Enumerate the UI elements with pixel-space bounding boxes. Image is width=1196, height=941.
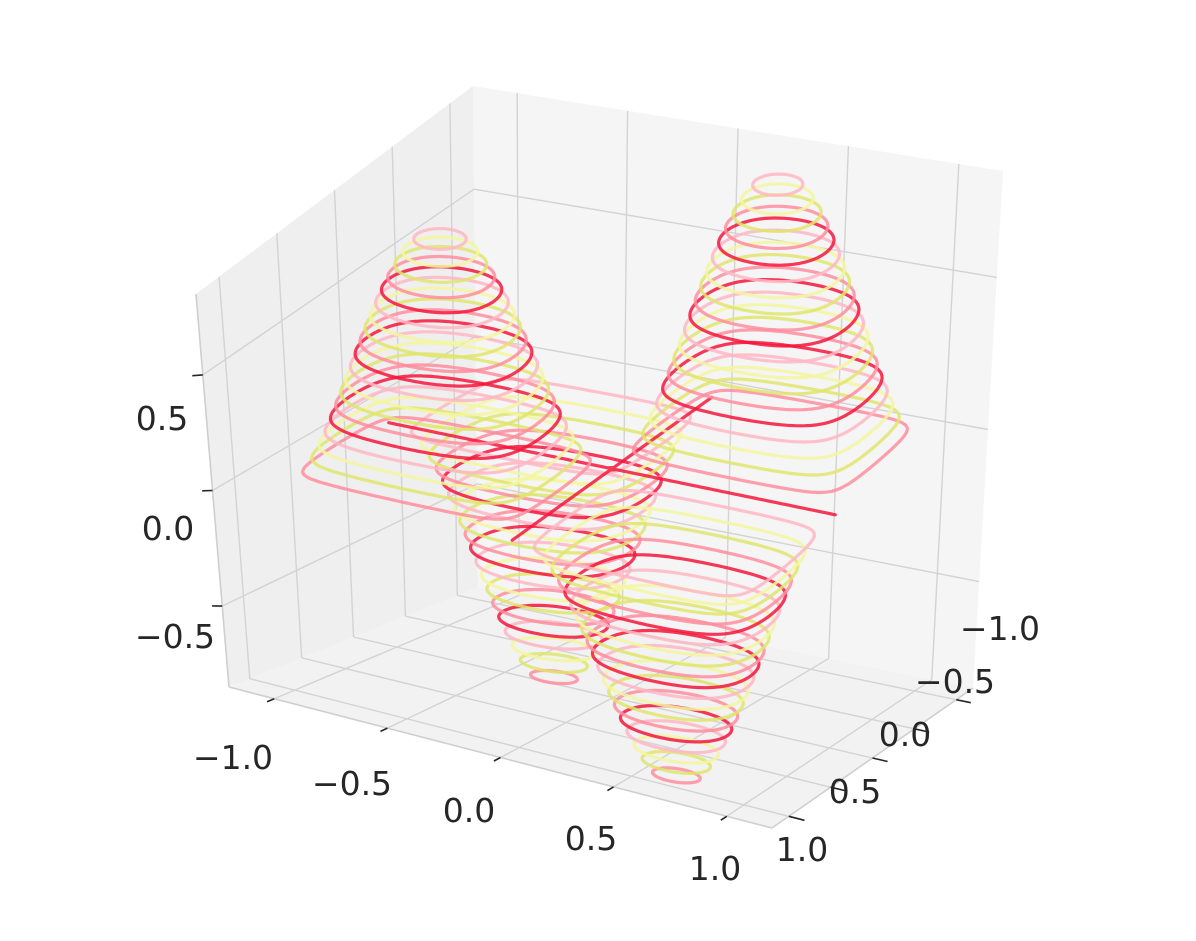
- grid-line-z: [202, 188, 475, 376]
- contour-line: [386, 204, 830, 300]
- grid-line-z: [476, 483, 980, 583]
- z-tick-label: 0.5: [136, 399, 188, 438]
- grid-line-z: [212, 335, 476, 492]
- x-tick-label: 1.0: [689, 849, 741, 888]
- contour-line: [434, 428, 793, 626]
- grid-line-z: [221, 483, 478, 607]
- z-tick-label: −0.5: [135, 617, 215, 656]
- x-tick-mark: [266, 698, 275, 703]
- x-tick-label: 0.5: [565, 819, 617, 858]
- axis-ticks: [192, 374, 971, 822]
- grid-line-z: [473, 188, 997, 279]
- x-tick-mark: [720, 815, 728, 821]
- grid-line-y: [301, 657, 831, 788]
- y-tick-mark: [872, 757, 888, 763]
- x-tick-mark: [493, 756, 501, 762]
- y-tick-mark: [956, 698, 971, 704]
- contour-line: [379, 216, 836, 315]
- y-tick-mark: [788, 815, 805, 822]
- y-tick-label: 1.0: [776, 830, 828, 869]
- y-tick-mark: [914, 728, 930, 733]
- left-pane: [196, 86, 478, 687]
- x-tick-label: −1.0: [193, 738, 273, 777]
- x-tick-mark: [380, 727, 388, 733]
- contour-line: [317, 365, 895, 490]
- y-tick-label: 0.0: [879, 715, 931, 754]
- contour-line: [374, 228, 842, 330]
- z-tick-mark: [192, 374, 203, 377]
- grid-line-y: [457, 594, 957, 701]
- y-tick-label: −0.5: [915, 662, 995, 701]
- contour-line: [348, 290, 866, 403]
- contour-line: [401, 182, 815, 268]
- y-tick-label: −1.0: [960, 609, 1040, 648]
- floor-pane: [229, 587, 973, 828]
- contour-lines: [301, 172, 909, 785]
- x-tick-label: 0.0: [443, 791, 495, 830]
- contour-line: [368, 240, 847, 345]
- x-tick-mark: [606, 786, 615, 792]
- y-tick-mark: [830, 786, 847, 792]
- contour-line: [412, 172, 805, 251]
- grid-line-y: [249, 677, 789, 818]
- contour-line: [363, 253, 852, 359]
- grid-line-z: [475, 335, 989, 431]
- z-tick-label: 0.0: [142, 509, 194, 548]
- y-tick-label: 0.5: [829, 772, 881, 811]
- contour-line: [310, 377, 901, 505]
- x-tick-label: −0.5: [312, 764, 392, 803]
